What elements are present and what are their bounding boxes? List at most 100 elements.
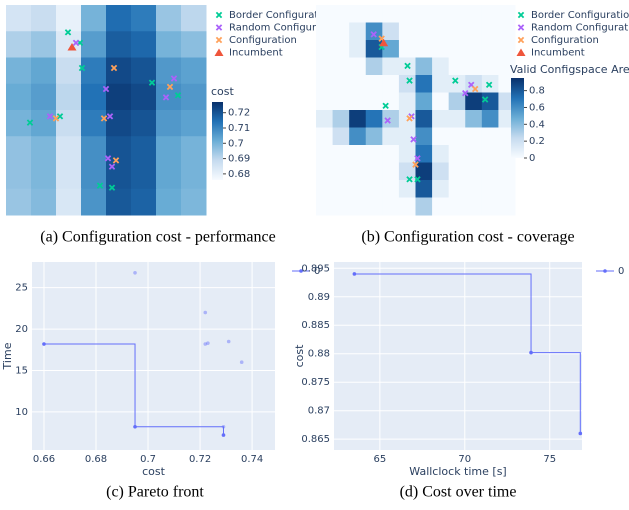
- heatmap-cell: [398, 5, 416, 23]
- heatmap-cell: [432, 162, 450, 181]
- heatmap-cell: [481, 180, 499, 198]
- heatmap-cell: [398, 110, 416, 128]
- colorbar-tick-label: 0: [529, 153, 535, 164]
- heatmap-cell: [498, 40, 516, 58]
- x-tick-label: 0.66: [33, 454, 55, 465]
- heatmap-cell: [131, 57, 157, 85]
- heatmap-cell: [415, 40, 433, 58]
- heatmap-cell: [465, 40, 483, 58]
- legend-label: Configuration: [531, 35, 599, 46]
- y-axis-title: cost: [293, 344, 306, 368]
- heatmap-cell: [349, 180, 367, 198]
- colorbar-tick-label: 0.6: [529, 102, 545, 113]
- heatmap-cell: [432, 197, 450, 216]
- scatter-point: [370, 31, 377, 38]
- scatter-point: [382, 102, 389, 110]
- heatmap-cell: [498, 197, 516, 216]
- data-point: [221, 425, 226, 429]
- heatmap-cell: [415, 145, 433, 163]
- colorbar-title: Valid Configspace Area: [510, 63, 629, 76]
- heatmap-cell: [498, 22, 516, 41]
- heatmap-cell: [448, 40, 466, 58]
- heatmap-cell: [156, 136, 182, 163]
- scatter-point: [481, 96, 489, 103]
- heatmap-cell: [332, 110, 350, 128]
- heatmap-cell: [6, 5, 32, 32]
- heatmap-cell: [316, 57, 334, 76]
- heatmap-cell: [332, 197, 350, 216]
- heatmap-cell: [6, 57, 32, 85]
- heatmap-cell: [465, 92, 483, 111]
- heatmap-cell: [365, 180, 383, 198]
- heatmap-cell: [448, 5, 466, 23]
- y-tick-label: 0.895: [301, 263, 330, 274]
- heatmap-cell: [31, 162, 57, 190]
- heatmap-cell: [349, 127, 367, 146]
- heatmap-cell: [415, 22, 433, 41]
- heatmap-cell: [448, 22, 466, 41]
- heatmap-cell: [448, 145, 466, 163]
- heatmap-cell: [498, 57, 516, 76]
- heatmap-cell: [432, 180, 450, 198]
- data-point: [529, 350, 533, 355]
- x-tick-label: 70: [458, 454, 471, 465]
- heatmap-cell: [181, 31, 207, 58]
- heatmap-cell: [432, 5, 450, 23]
- legend-marker: [516, 48, 526, 56]
- heatmap-cell: [31, 31, 57, 58]
- heatmap-cell: [181, 57, 207, 85]
- scatter-point: [52, 115, 60, 122]
- data-point: [42, 342, 46, 346]
- heatmap-cell: [156, 188, 182, 216]
- scatter-point: [102, 85, 110, 93]
- heatmap-cell: [316, 92, 334, 111]
- scatter-point: [414, 176, 421, 183]
- heatmap-cell: [131, 83, 157, 111]
- heatmap-cell: [465, 110, 483, 128]
- heatmap-cell: [432, 75, 450, 93]
- heatmap-cell: [398, 180, 416, 198]
- heatmap-cell: [398, 127, 416, 146]
- heatmap-cell: [349, 57, 367, 76]
- scatter-point: [166, 83, 174, 91]
- heatmap-cell: [156, 5, 182, 32]
- data-point: [203, 310, 208, 315]
- legend-label: Incumbent: [531, 48, 585, 59]
- data-point: [221, 433, 226, 437]
- heatmap-cell: [106, 110, 132, 137]
- y-tick-label: 20: [15, 324, 28, 335]
- heatmap-cell: [332, 162, 350, 181]
- heatmap-cell: [349, 197, 367, 216]
- heatmap-cell: [465, 197, 483, 216]
- heatmap-cell: [131, 162, 157, 190]
- scatter-point: [108, 163, 116, 170]
- y-axis-title: Time: [1, 342, 14, 370]
- heatmap-cell: [81, 5, 107, 32]
- heatmap-cell: [382, 110, 400, 128]
- colorbar-tick-label: 0.2: [529, 136, 545, 147]
- heatmap-cell: [432, 145, 450, 163]
- heatmap-cell: [481, 127, 499, 146]
- heatmap-cell: [332, 22, 350, 41]
- heatmap-cell: [432, 40, 450, 58]
- heatmap-cell: [448, 180, 466, 198]
- data-point: [226, 339, 231, 344]
- heatmap-cell: [131, 31, 157, 58]
- heatmap-cell: [31, 57, 57, 85]
- heatmap-cell: [156, 31, 182, 58]
- heatmap-cell: [465, 75, 483, 93]
- x-axis-title: cost: [142, 465, 166, 478]
- heatmap-cell: [432, 110, 450, 128]
- heatmap-cell: [382, 127, 400, 146]
- heatmap-cell: [106, 83, 132, 111]
- heatmap-cell: [448, 127, 466, 146]
- heatmap-cell: [415, 110, 433, 128]
- heatmap-cell: [156, 110, 182, 137]
- caption: (c) Pareto front: [106, 484, 204, 501]
- plot-area: [32, 262, 275, 450]
- caption: (d) Cost over time: [400, 484, 517, 501]
- scatter-point: [100, 115, 108, 122]
- colorbar-tick-label: 0.8: [529, 86, 545, 97]
- scatter-point: [112, 157, 120, 164]
